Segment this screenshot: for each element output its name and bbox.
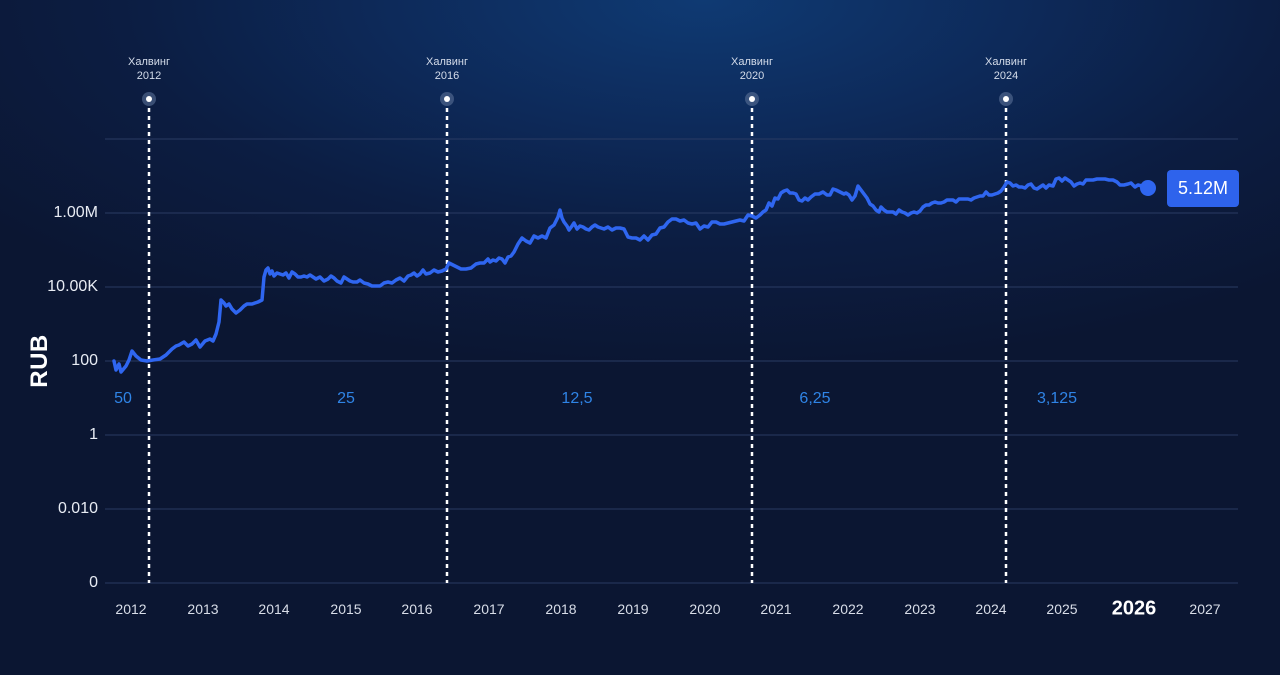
y-tick-0: 0	[89, 574, 98, 591]
x-tick-2016: 2016	[401, 601, 433, 617]
halving-title: Халвинг	[985, 56, 1027, 68]
halving-title: Халвинг	[128, 56, 170, 68]
current-price-dot	[1140, 180, 1156, 196]
halving-label-2012: Халвинг 2012	[128, 55, 170, 83]
x-tick-2027: 2027	[1189, 601, 1221, 617]
y-tick-1: 1	[89, 426, 98, 443]
x-tick-2015: 2015	[330, 601, 362, 617]
block-reward-12-5: 12,5	[561, 390, 593, 407]
halving-year: 2020	[739, 70, 765, 82]
halving-label-2020: Халвинг 2020	[731, 55, 773, 83]
x-tick-2013: 2013	[187, 601, 219, 617]
current-price-badge: 5.12M	[1167, 170, 1239, 207]
y-tick-100: 100	[71, 352, 98, 369]
y-tick-0-010: 0.010	[57, 500, 98, 517]
x-tick-2020: 2020	[689, 601, 721, 617]
block-reward-50: 50	[114, 390, 132, 407]
halving-year: 2016	[434, 70, 460, 82]
x-tick-2012: 2012	[115, 601, 147, 617]
halving-label-2024: Халвинг 2024	[985, 55, 1027, 83]
block-reward-25: 25	[337, 390, 355, 407]
halving-label-2016: Халвинг 2016	[426, 55, 468, 83]
halving-lines	[147, 108, 1008, 583]
x-tick-2025: 2025	[1046, 601, 1078, 617]
halving-title: Халвинг	[426, 56, 468, 68]
halving-year: 2024	[993, 70, 1019, 82]
x-tick-2014: 2014	[258, 601, 290, 617]
price-line	[112, 176, 1149, 374]
x-tick-2026-current: 2026	[1111, 597, 1157, 620]
halving-year: 2012	[136, 70, 162, 82]
x-tick-2022: 2022	[832, 601, 864, 617]
halving-title: Халвинг	[731, 56, 773, 68]
x-tick-2024: 2024	[975, 601, 1007, 617]
y-axis-title: RUB	[26, 334, 53, 388]
x-tick-2021: 2021	[760, 601, 792, 617]
y-tick-10k: 10.00K	[47, 278, 98, 295]
x-tick-2023: 2023	[904, 601, 936, 617]
block-reward-6-25: 6,25	[799, 390, 831, 407]
grid-lines	[105, 138, 1238, 584]
y-tick-1m: 1.00M	[53, 204, 98, 221]
halving-markers	[142, 92, 1013, 106]
x-tick-2019: 2019	[617, 601, 649, 617]
block-reward-3-125: 3,125	[1036, 390, 1078, 407]
x-tick-2017: 2017	[473, 601, 505, 617]
x-tick-2018: 2018	[545, 601, 577, 617]
